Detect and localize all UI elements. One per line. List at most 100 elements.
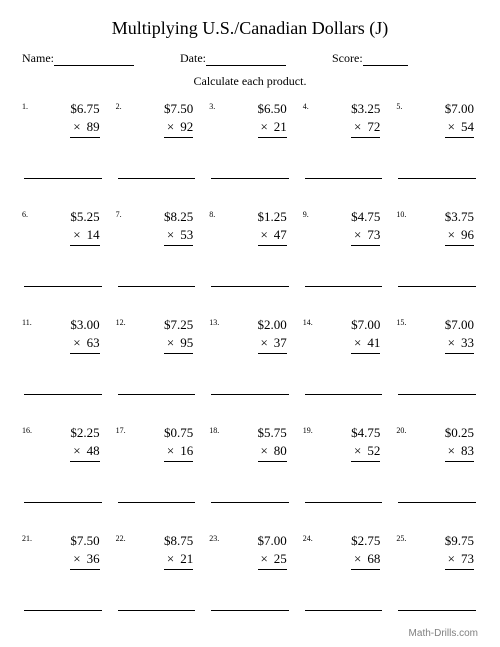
times-symbol: × [354,443,361,460]
answer-line [305,610,383,611]
problem: 13.$2.00×37 [209,315,291,423]
problem-values: $9.75×73 [445,533,474,570]
problem-values: $3.00×63 [70,317,99,354]
times-symbol: × [260,119,267,136]
date-blank [206,54,286,66]
problem-values: $7.00×54 [445,101,474,138]
multiplicand: $3.75 [445,209,474,226]
answer-line [24,286,102,287]
problem-values: $7.00×33 [445,317,474,354]
multiplier: 41 [367,335,380,352]
multiplicand: $4.75 [351,209,380,226]
times-symbol: × [448,443,455,460]
answer-line [118,502,196,503]
problem-values: $0.75×16 [164,425,193,462]
problem-values: $5.75×80 [258,425,287,462]
multiplier: 36 [87,551,100,568]
multiplier: 92 [180,119,193,136]
multiplicand: $0.75 [164,425,193,442]
problem-values: $2.00×37 [258,317,287,354]
multiplicand: $4.75 [351,425,380,442]
multiplicand: $7.25 [164,317,193,334]
times-symbol: × [167,119,174,136]
problem-values: $1.25×47 [258,209,287,246]
multiplicand: $6.75 [70,101,99,118]
multiplier: 48 [87,443,100,460]
problem-number: 1. [22,102,28,111]
answer-line [398,610,476,611]
problem: 10. $3.75×96 [396,207,478,315]
multiplier: 73 [367,227,380,244]
problem-number: 23. [209,534,219,543]
answer-line [211,286,289,287]
score-field: Score: [332,51,408,66]
multiplier: 95 [180,335,193,352]
multiplier: 14 [87,227,100,244]
times-symbol: × [73,227,80,244]
problem-values: $8.75×21 [164,533,193,570]
instruction-text: Calculate each product. [22,74,478,89]
answer-line [305,286,383,287]
problem-values: $7.25× 95 [164,317,193,354]
problem: 23.$7.00×25 [209,531,291,639]
multiplier: 16 [180,443,193,460]
problem-number: 7. [116,210,122,219]
problem-number: 21. [22,534,32,543]
problem: 21. $7.50×36 [22,531,104,639]
multiplier: 25 [274,551,287,568]
times-symbol: × [448,551,455,568]
multiplier: 52 [367,443,380,460]
problem-values: $2.25×48 [70,425,99,462]
times-symbol: × [354,227,361,244]
times-symbol: × [260,551,267,568]
answer-line [24,394,102,395]
problem-values: $7.00× 41 [351,317,380,354]
answer-line [305,178,383,179]
answer-line [211,502,289,503]
times-symbol: × [354,335,361,352]
multiplier: 63 [87,335,100,352]
multiplier: 68 [367,551,380,568]
problem: 20.$0.25×83 [396,423,478,531]
times-symbol: × [260,443,267,460]
multiplier: 89 [87,119,100,136]
problem-values: $3.75×96 [445,209,474,246]
times-symbol: × [354,551,361,568]
problem-values: $7.50×36 [70,533,99,570]
times-symbol: × [448,227,455,244]
answer-line [305,394,383,395]
problem: 9.$4.75×73 [303,207,385,315]
multiplicand: $7.00 [445,317,474,334]
multiplicand: $2.75 [351,533,380,550]
multiplier: 72 [367,119,380,136]
problem-number: 11. [22,318,32,327]
problem-values: $4.75× 52 [351,425,380,462]
multiplier: 33 [461,335,474,352]
date-label: Date: [180,51,206,66]
times-symbol: × [73,335,80,352]
times-symbol: × [167,335,174,352]
problem-number: 5. [396,102,402,111]
problem-number: 8. [209,210,215,219]
problem-number: 17. [116,426,126,435]
problem: 1.$6.75×89 [22,99,104,207]
problem: 12.$7.25×95 [116,315,198,423]
problem: 4.$3.25×72 [303,99,385,207]
problem-values: $7.50×92 [164,101,193,138]
times-symbol: × [260,227,267,244]
multiplicand: $5.75 [258,425,287,442]
multiplier: 54 [461,119,474,136]
problem: 18.$5.75×80 [209,423,291,531]
problem-values: $4.75× 73 [351,209,380,246]
problem-number: 2. [116,102,122,111]
multiplicand: $6.50 [258,101,287,118]
problem: 11.$3.00×63 [22,315,104,423]
problem-values: $3.25×72 [351,101,380,138]
multiplicand: $7.00 [351,317,380,334]
answer-line [211,394,289,395]
problem-number: 10. [396,210,406,219]
problem-values: $5.25×14 [70,209,99,246]
problem: 14.$7.00×41 [303,315,385,423]
problem: 25.$9.75×73 [396,531,478,639]
problem: 2.$7.50×92 [116,99,198,207]
